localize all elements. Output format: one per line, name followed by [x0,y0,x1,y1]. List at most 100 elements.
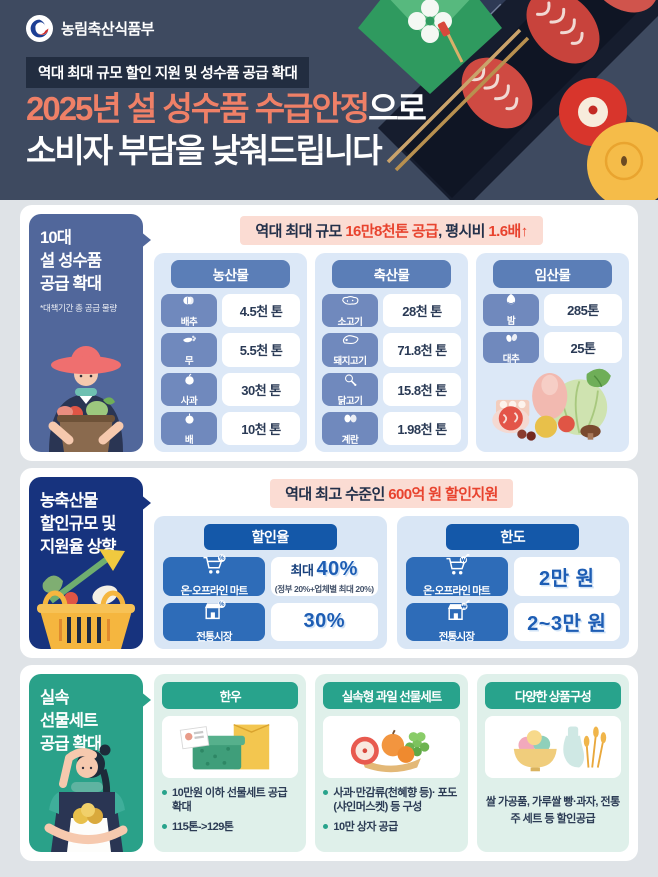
limit-row: ₩ 온·오프라인 마트 2만 원 [405,553,620,597]
section1-tab-note: *대책기간 총 공급 물량 [40,303,117,314]
jujube-icon [503,330,520,350]
column-livestock-header: 축산물 [331,260,452,288]
bullet-dot-icon [323,790,329,795]
supply-value: 15.8천 톤 [383,372,461,406]
supply-item-tile: 배 [161,411,217,446]
supply-value: 30천 톤 [222,372,300,406]
bullet-item: 사과·만감류(천혜향 등)· 포도(샤인머스켓) 등 구성 [323,786,459,815]
section1-content: 역대 최대 규모 16만8천톤 공급, 평시비 1.6배↑ 농산물 배추 4.5… [154,214,629,452]
market-won-icon: ₩ [442,599,472,627]
product-variety-text: 쌀 가공품, 가루쌀 빵·과자, 전통주 세트 등 할인공급 [485,796,620,825]
section2-tab-title: 농축산물 할인규모 및 지원율 상향 [40,492,116,557]
chicken-icon [342,372,359,392]
discount-row: % 온·오프라인 마트 최대 40% (정부 20%+업체별 최대 20%) [163,554,378,597]
supply-value: 1.98천 톤 [383,411,461,445]
apple-icon [181,372,198,392]
panel-product-variety: 다양한 상품구성 쌀 가공품, 가루쌀 빵·과자, 전통주 세트 등 할인공급 [476,674,629,852]
supply-row: 계란 1.98천 톤 [322,411,461,446]
section-gift-sets: 실속 선물세트 공급 확대 한우 [20,665,638,861]
svg-text:₩: ₩ [460,558,466,564]
panel-discount-rate-header: 할인율 [203,524,337,550]
section2-banner: 역대 최고 수준인 600억 원 할인지원 [270,479,513,508]
svg-text:₩: ₩ [461,604,467,610]
supply-row: 배추 4.5천 톤 [161,293,300,328]
supply-value: 4.5천 톤 [222,294,300,328]
supply-value: 28천 톤 [383,294,461,328]
tagline-badge: 역대 최대 규모 할인 지원 및 성수품 공급 확대 [26,57,310,88]
ministry-name: 농림축산식품부 [61,21,155,38]
bullet-dot-icon [162,790,167,795]
discount-channel-tile: % 온·오프라인 마트 [163,554,265,597]
cart-percent-icon: % [199,554,229,581]
panel-product-variety-header: 다양한 상품구성 [484,682,621,709]
section3-tab-pointer [140,691,151,709]
limit-channel-tile: ₩ 전통시장 [405,599,508,643]
supply-value: 285톤 [544,294,622,326]
gift-panels: 한우 10만원 이하 선물세트 공급 확대 115톤->129톤 실속형 과일 … [154,674,629,852]
section2-tab: 농축산물 할인규모 및 지원율 상향 [29,477,143,649]
panel-discount-limit-header: 한도 [446,524,580,550]
farmer-illustration [48,346,124,452]
bullet-item: 115톤->129톤 [162,820,298,834]
bullet-dot-icon [323,823,329,829]
panel-discount-limit: 한도 ₩ 온·오프라인 마트 2만 원 ₩ 전통시장 [396,516,629,649]
bullet-dot-icon [162,823,167,829]
svg-text:%: % [219,602,225,608]
bullet-item: 10만원 이하 선물세트 공급 확대 [162,786,298,815]
discount-channel-tile: % 전통시장 [163,600,265,643]
bullet-item: 10만 상자 공급 [323,820,459,834]
up-arrow-icon: ↑ [520,223,528,240]
pear-icon [181,411,198,431]
infographic-body: 10대 설 성수품 공급 확대 *대책기간 총 공급 물량 [0,200,658,861]
ministry-logo: 농림축산식품부 [26,15,155,42]
product-variety-illustration [484,716,621,778]
supply-item-tile: 밤 [483,292,539,327]
hanwoo-giftbox-illustration [162,716,299,778]
section1-tab: 10대 설 성수품 공급 확대 *대책기간 총 공급 물량 [29,214,143,452]
section1-banner: 역대 최대 규모 16만8천톤 공급, 평시비 1.6배↑ [240,216,543,245]
supply-value: 25톤 [544,331,622,364]
title-suffix: 으로 [368,90,427,127]
supply-item-tile: 대추 [483,330,539,365]
supply-row: 돼지고기 71.8천 톤 [322,333,461,367]
column-agricultural: 농산물 배추 4.5천 톤 무 5.5천 톤 [154,253,307,452]
ministry-logo-icon [26,15,53,42]
supply-columns: 농산물 배추 4.5천 톤 무 5.5천 톤 [154,253,629,452]
section-supply-expansion: 10대 설 성수품 공급 확대 *대책기간 총 공급 물량 [20,205,638,461]
supply-row: 배 10천 톤 [161,411,300,446]
limit-value: 2~3만 원 [513,602,620,641]
supply-item-tile: 무 [161,333,217,367]
fruit-set-illustration [323,716,460,778]
chestnut-icon [503,292,519,312]
header-banner: 농림축산식품부 역대 최대 규모 할인 지원 및 성수품 공급 확대 2025년… [0,0,658,200]
title-line2: 소비자 부담을 낮춰드립니다 [26,132,383,170]
section-discount-support: 농축산물 할인규모 및 지원율 상향 역대 최고 수준인 600억 원 할인지원 [20,468,638,658]
meat-tray-illustration [378,0,658,200]
column-agricultural-header: 농산물 [170,260,291,288]
supply-row: 밤 285톤 [483,292,622,327]
section1-tab-title: 10대 설 성수품 공급 확대 [40,229,102,294]
supply-row: 닭고기 15.8천 톤 [322,372,461,407]
discount-value: 30% [271,602,378,641]
panel-discount-rate: 할인율 % 온·오프라인 마트 최대 40% (정부 20%+업체별 최대 20%… [154,516,387,649]
title-highlight: 2025년 설 성수품 수급안정 [26,90,370,127]
shopper-illustration [44,744,128,852]
hero-decoration-art [358,0,658,200]
cart-won-icon: ₩ [442,553,472,581]
tagline-text: 역대 최대 규모 할인 지원 및 성수품 공급 확대 [38,66,298,82]
column-livestock: 축산물 소고기 28천 톤 돼지고기 71.8천 톤 [315,253,468,452]
food-assortment-illustration [483,368,622,445]
market-percent-icon: % [199,600,229,627]
column-forest: 임산물 밤 285톤 대추 25톤 [476,253,629,452]
limit-value: 2만 원 [513,557,620,596]
discount-panels: 할인율 % 온·오프라인 마트 최대 40% (정부 20%+업체별 최대 20%… [154,516,629,649]
limit-row: ₩ 전통시장 2~3만 원 [405,599,620,643]
cabbage-icon [181,293,198,313]
supply-item-tile: 소고기 [322,293,378,328]
beef-icon [341,293,360,313]
supply-value: 10천 톤 [222,411,300,445]
svg-text:%: % [219,556,225,562]
supply-item-tile: 닭고기 [322,372,378,407]
column-forest-header: 임산물 [492,260,613,288]
gem-ornament [358,0,502,94]
